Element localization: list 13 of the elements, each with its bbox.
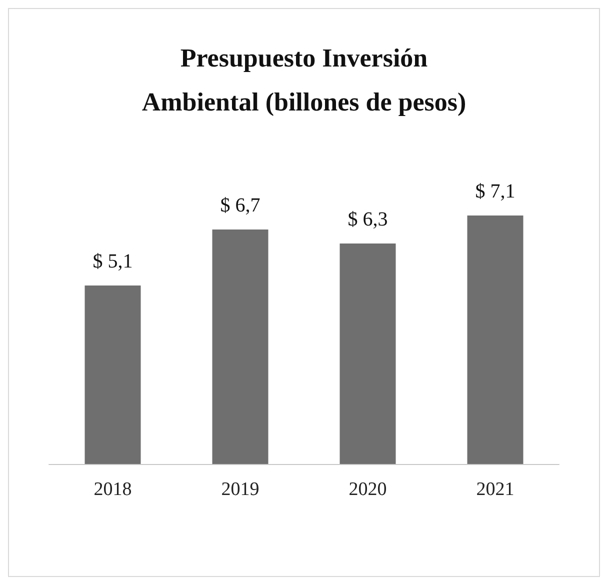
bar (212, 230, 268, 464)
x-tick-label: 2020 (348, 479, 387, 500)
data-label: $ 6,7 (220, 194, 260, 216)
data-label: $ 6,3 (348, 208, 388, 230)
chart-title: Presupuesto Inversión Ambiental (billones de pesos) (142, 44, 466, 116)
bar (340, 244, 396, 464)
x-tick-label: 2018 (94, 479, 132, 500)
x-tick-label: 2019 (221, 479, 260, 500)
data-label: $ 5,1 (92, 250, 133, 272)
bar (84, 286, 141, 464)
x-tick-label: 2021 (476, 479, 514, 500)
bar (467, 216, 524, 464)
data-label: $ 7,1 (475, 180, 516, 202)
